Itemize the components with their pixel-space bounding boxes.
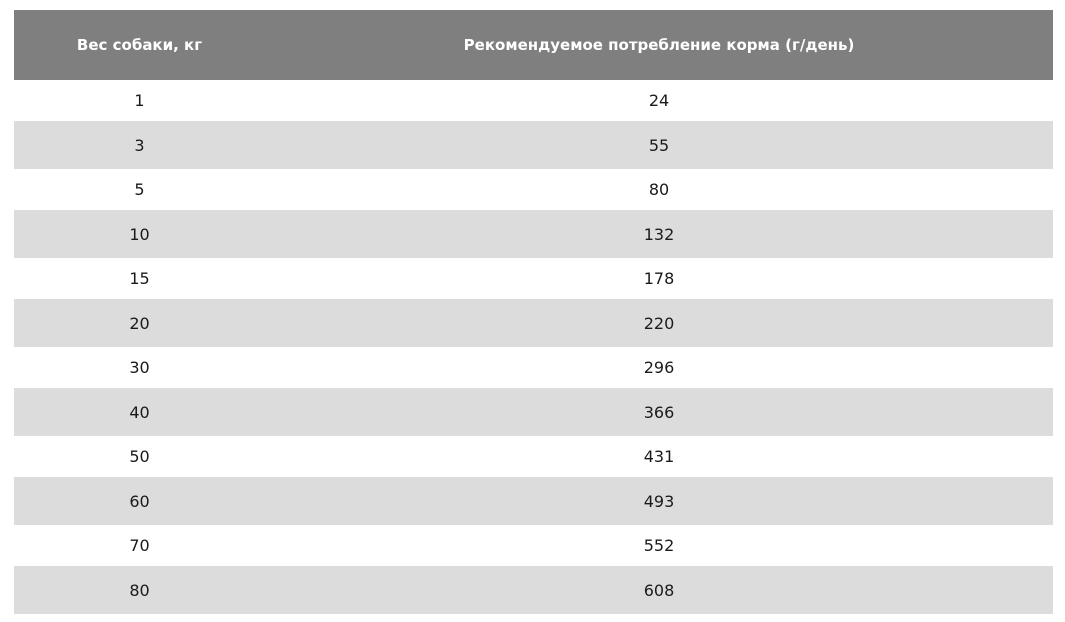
table-row: 80 608 bbox=[14, 566, 1053, 614]
weight-cell: 70 bbox=[14, 525, 265, 566]
intake-cell: 296 bbox=[265, 347, 1053, 388]
weight-cell: 3 bbox=[14, 121, 265, 169]
weight-cell: 60 bbox=[14, 477, 265, 525]
intake-cell: 24 bbox=[265, 80, 1053, 121]
intake-cell: 552 bbox=[265, 525, 1053, 566]
intake-cell: 493 bbox=[265, 477, 1053, 525]
weight-cell: 80 bbox=[14, 566, 265, 614]
weight-cell: 30 bbox=[14, 347, 265, 388]
feeding-table: Вес собаки, кг Рекомендуемое потребление… bbox=[14, 10, 1053, 614]
table-row: 5 80 bbox=[14, 169, 1053, 210]
header-dog-weight: Вес собаки, кг bbox=[14, 10, 265, 80]
intake-cell: 55 bbox=[265, 121, 1053, 169]
intake-cell: 132 bbox=[265, 210, 1053, 258]
table-row: 60 493 bbox=[14, 477, 1053, 525]
header-row: Вес собаки, кг Рекомендуемое потребление… bbox=[14, 10, 1053, 80]
table-row: 40 366 bbox=[14, 388, 1053, 436]
intake-cell: 220 bbox=[265, 299, 1053, 347]
table-row: 70 552 bbox=[14, 525, 1053, 566]
intake-cell: 608 bbox=[265, 566, 1053, 614]
intake-cell: 366 bbox=[265, 388, 1053, 436]
weight-cell: 10 bbox=[14, 210, 265, 258]
table-row: 10 132 bbox=[14, 210, 1053, 258]
weight-cell: 15 bbox=[14, 258, 265, 299]
intake-cell: 80 bbox=[265, 169, 1053, 210]
table-header: Вес собаки, кг Рекомендуемое потребление… bbox=[14, 10, 1053, 80]
weight-cell: 1 bbox=[14, 80, 265, 121]
table-row: 20 220 bbox=[14, 299, 1053, 347]
intake-cell: 431 bbox=[265, 436, 1053, 477]
table-row: 50 431 bbox=[14, 436, 1053, 477]
weight-cell: 40 bbox=[14, 388, 265, 436]
intake-cell: 178 bbox=[265, 258, 1053, 299]
table-row: 30 296 bbox=[14, 347, 1053, 388]
table-row: 3 55 bbox=[14, 121, 1053, 169]
table-row: 15 178 bbox=[14, 258, 1053, 299]
weight-cell: 20 bbox=[14, 299, 265, 347]
header-recommended-intake: Рекомендуемое потребление корма (г/день) bbox=[265, 10, 1053, 80]
table-row: 1 24 bbox=[14, 80, 1053, 121]
weight-cell: 50 bbox=[14, 436, 265, 477]
table-body: 1 24 3 55 5 80 10 132 15 178 20 220 30 2… bbox=[14, 80, 1053, 614]
weight-cell: 5 bbox=[14, 169, 265, 210]
